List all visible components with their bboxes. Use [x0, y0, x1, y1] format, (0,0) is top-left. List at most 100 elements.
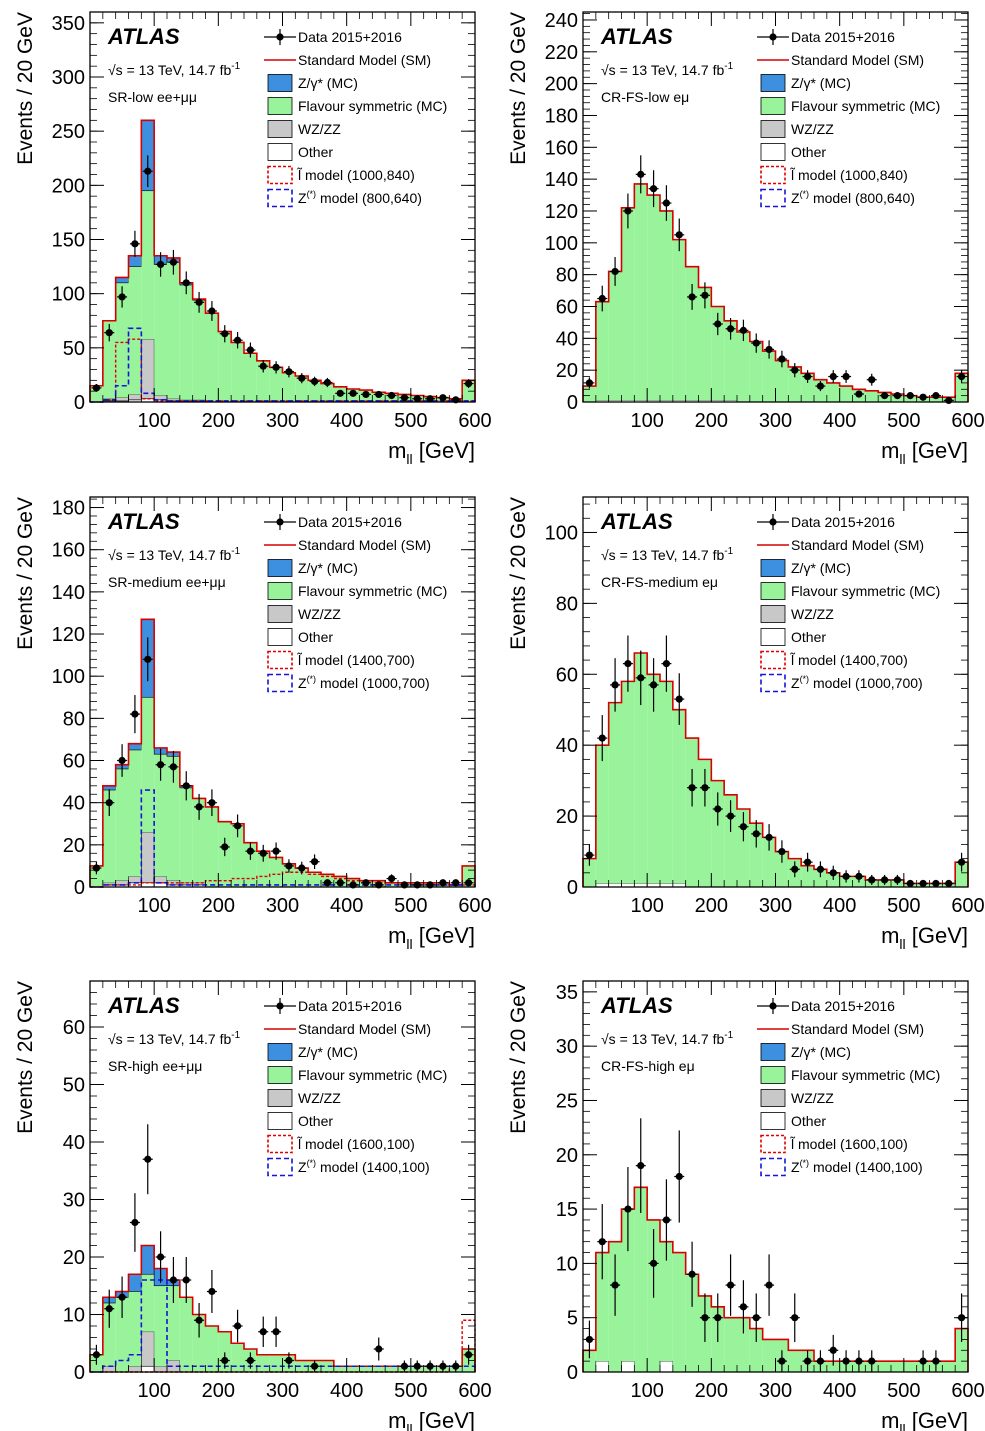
flavour-bar: [244, 842, 257, 887]
data-point: [105, 1305, 113, 1313]
legend-other-label: Other: [791, 144, 826, 160]
x-tick-label: 200: [695, 410, 728, 432]
zgamma-bar: [128, 743, 142, 751]
flavour-bar: [801, 373, 814, 402]
y-tick-label: 200: [545, 74, 578, 96]
y-tick-label: 100: [545, 522, 578, 544]
y-axis-label: Events / 20 GeV: [507, 12, 530, 165]
data-point: [739, 823, 748, 831]
data-point: [688, 784, 696, 792]
x-tick-label: 600: [458, 1380, 491, 1402]
data-point: [726, 325, 735, 333]
legend-flavour-label: Flavour symmetric (MC): [791, 1067, 940, 1083]
data-point: [439, 1362, 447, 1370]
flavour-bar: [672, 239, 686, 401]
flavour-bar: [295, 1360, 309, 1372]
flavour-bar: [724, 320, 737, 401]
legend-sm-label: Standard Model (SM): [791, 52, 924, 68]
legend-zgamma-label: Z/γ* (MC): [298, 560, 358, 576]
flavour-bar: [724, 794, 737, 887]
data-point: [598, 734, 606, 742]
y-tick-label: 20: [556, 806, 578, 828]
x-tick-label: 500: [887, 1380, 920, 1402]
legend-zstar-label: Z(*) model (1000,700): [298, 674, 430, 691]
y-tick-label: 15: [556, 1199, 578, 1221]
flavour-bar: [826, 1361, 840, 1372]
y-tick-label: 20: [63, 1247, 85, 1269]
x-tick-label: 200: [695, 895, 728, 917]
legend-other-swatch: [267, 143, 293, 161]
flavour-bar: [955, 862, 968, 887]
flavour-bar: [333, 1366, 347, 1372]
data-point: [868, 1357, 876, 1365]
data-point: [842, 872, 850, 880]
data-point: [375, 1345, 383, 1353]
legend-zgamma-swatch: [760, 74, 786, 92]
data-point: [624, 660, 632, 668]
data-point: [842, 1357, 850, 1365]
legend-sm-label: Standard Model (SM): [298, 1021, 431, 1037]
legend-zgamma-swatch: [760, 559, 786, 577]
data-point: [880, 392, 889, 400]
flavour-bar: [102, 1303, 116, 1367]
y-tick-label: 120: [52, 624, 85, 646]
legend-flavour-swatch: [760, 582, 786, 600]
flavour-bar: [595, 745, 609, 884]
flavour-bar: [647, 195, 660, 401]
wzzz-bar: [141, 338, 155, 400]
flavour-bar: [321, 383, 334, 402]
data-point: [932, 392, 940, 400]
flavour-bar: [955, 373, 968, 402]
legend-slepton-label: l̃ model (1600,100): [296, 1135, 414, 1152]
legend-other-swatch: [267, 628, 293, 646]
flavour-bar: [724, 1317, 737, 1372]
legend-zgamma-label: Z/γ* (MC): [298, 1044, 358, 1060]
x-tick-label: 300: [266, 410, 299, 432]
flavour-bar: [749, 823, 763, 887]
data-point: [803, 858, 812, 866]
atlas-label: ATLAS: [600, 24, 673, 49]
legend-flavour-label: Flavour symmetric (MC): [298, 583, 447, 599]
x-tick-label: 500: [394, 895, 427, 917]
flavour-bar: [647, 674, 660, 884]
data-point: [336, 879, 344, 887]
data-point: [932, 879, 940, 888]
flavour-bar: [621, 207, 635, 401]
flavour-bar: [256, 851, 270, 887]
legend-slepton-label: l̃ model (1000,840): [296, 166, 414, 183]
legend-wzzz-swatch: [267, 1089, 293, 1107]
flavour-bar: [115, 1297, 129, 1372]
legend-zstar-label: Z(*) model (800,640): [298, 189, 422, 206]
wzzz-bar: [153, 1365, 168, 1373]
data-point: [439, 879, 447, 887]
energy-lumi-label: √s = 13 TeV, 14.7 fb-1: [601, 546, 734, 563]
legend-data-label: Data 2015+2016: [791, 29, 895, 45]
y-tick-label: 40: [63, 1132, 85, 1154]
legend-sm-label: Standard Model (SM): [298, 537, 431, 553]
data-point: [400, 1362, 409, 1370]
data-point: [624, 207, 632, 215]
legend-zgamma-label: Z/γ* (MC): [298, 75, 358, 91]
data-point: [701, 291, 709, 299]
data-point: [259, 362, 267, 370]
wzzz-bar: [153, 876, 168, 884]
data-point: [169, 258, 178, 266]
legend-zgamma-swatch: [267, 1043, 293, 1061]
legend-other-label: Other: [791, 629, 826, 645]
flavour-bar: [308, 872, 321, 887]
flavour-bar: [865, 390, 879, 402]
data-point: [375, 390, 383, 399]
flavour-bar: [115, 768, 129, 881]
flavour-bar: [385, 882, 398, 887]
x-tick-label: 100: [137, 410, 170, 432]
data-point: [259, 1328, 267, 1336]
flavour-bar: [269, 857, 283, 887]
legend-zstar-swatch: [760, 188, 786, 208]
data-point: [701, 784, 709, 792]
y-tick-label: 140: [545, 169, 578, 191]
data-point: [246, 346, 255, 354]
data-point: [464, 379, 473, 388]
panel-4: 0 20 40 60 80 100 100 200 300 400 500 600 Events / 2…: [507, 496, 985, 952]
y-axis-label: Events / 20 GeV: [507, 981, 530, 1134]
energy-lumi-label: √s = 13 TeV, 14.7 fb-1: [108, 1030, 241, 1047]
